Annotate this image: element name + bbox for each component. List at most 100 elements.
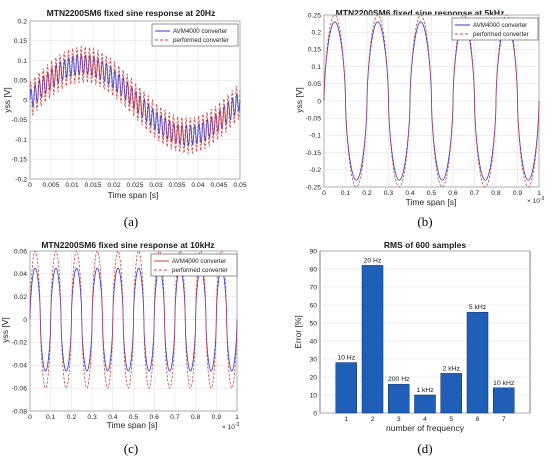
chart-d-bar-label: 5 kHz bbox=[469, 304, 487, 311]
chart-d-y-tick-label: 10 bbox=[309, 392, 317, 399]
chart-d-x-tick-label: 6 bbox=[476, 416, 480, 423]
chart-c-x-tick-label: 0.6 bbox=[149, 414, 159, 421]
chart-b-caption: (b) bbox=[417, 214, 432, 229]
chart-d-title: RMS of 600 samples bbox=[384, 240, 466, 250]
chart-d-bar-label: 200 Hz bbox=[388, 376, 410, 383]
chart-d-bars: 10 Hz 20 Hz 200 Hz 1 kHz 2 kHz 5 kHz 10 kHz bbox=[335, 257, 515, 414]
chart-c-y-tick-label: -0.04 bbox=[12, 363, 28, 370]
chart-a-x-tick-label: 0.03 bbox=[149, 182, 162, 189]
chart-a-x-tick-label: 0.04 bbox=[191, 182, 204, 189]
chart-d-x-tick-label: 5 bbox=[449, 416, 453, 423]
chart-c-x-tick-label: 0.1 bbox=[46, 414, 56, 421]
chart-c-x-tick-label: 0.8 bbox=[191, 414, 201, 421]
chart-c-x-tick-label: 0.9 bbox=[212, 414, 222, 421]
chart-b-legend-1: performed converter bbox=[473, 31, 529, 38]
chart-c-x-tick-label: 0.4 bbox=[108, 414, 118, 421]
chart-a: MTN2200SM6 fixed sine response at 20Hz -… bbox=[2, 8, 247, 229]
chart-c-y-tick-label: 0.02 bbox=[14, 294, 27, 301]
chart-c-caption: (c) bbox=[124, 441, 138, 456]
chart-a-y-tick-label: -0.05 bbox=[12, 117, 28, 124]
chart-a-y-tick-label: 0.2 bbox=[18, 18, 28, 25]
chart-b-y-tick-label: -0.05 bbox=[306, 116, 322, 123]
chart-c-ylabel: yss [V] bbox=[0, 317, 10, 343]
chart-a-y-tick-label: -0.1 bbox=[15, 137, 27, 144]
chart-b-x-tick-label: 0.6 bbox=[448, 190, 458, 197]
chart-d-bar-5 bbox=[440, 373, 462, 414]
chart-c-y-tick-label: 0 bbox=[23, 317, 27, 324]
chart-c-title: MTN2200SM6 fixed sine response at 10kHz bbox=[41, 240, 214, 250]
chart-d-caption: (d) bbox=[417, 441, 432, 456]
chart-d-bar-3 bbox=[388, 383, 410, 414]
chart-b-y-tick-label: 0 bbox=[317, 98, 321, 105]
chart-c-y-tick-label: -0.02 bbox=[12, 340, 28, 347]
chart-b-y-tick-label: 0.1 bbox=[312, 64, 322, 71]
chart-c-xlabel: Time span [s] bbox=[107, 420, 158, 430]
chart-c-legend-1: performed converter bbox=[172, 267, 228, 274]
chart-d-y-tick-label: 90 bbox=[309, 248, 317, 255]
chart-a-caption: (a) bbox=[124, 214, 138, 229]
chart-b-x-tick-label: 0.1 bbox=[341, 190, 351, 197]
chart-c-x-multiplier: × 10-3 bbox=[222, 422, 240, 431]
chart-b-y-tick-label: 0.05 bbox=[308, 81, 321, 88]
chart-d-bar-6 bbox=[466, 311, 489, 414]
chart-b-y-tick-label: -0.15 bbox=[306, 150, 322, 157]
chart-d-x-tick-label: 1 bbox=[344, 416, 348, 423]
chart-a-y-tick-label: 0.05 bbox=[14, 78, 27, 85]
chart-a-x-tick-label: 0.01 bbox=[65, 182, 78, 189]
chart-c-y-tick-label: 0.06 bbox=[14, 248, 27, 255]
chart-d-xlabel: number of frequency bbox=[386, 423, 465, 433]
chart-d-bar-7 bbox=[493, 387, 515, 414]
chart-d-bar-2 bbox=[361, 265, 384, 414]
chart-a-series bbox=[29, 45, 241, 155]
chart-b-y-tick-label: -0.25 bbox=[306, 184, 322, 191]
chart-b-legend-0: AVM4000 converter bbox=[473, 22, 527, 29]
chart-c-y-tick-label: -0.08 bbox=[12, 408, 28, 415]
chart-b-y-tick-label: -0.2 bbox=[309, 167, 321, 174]
chart-a-ylabel: yss [V] bbox=[2, 87, 12, 113]
chart-d-y-ticks: 0 10 20 30 40 50 60 70 80 90 bbox=[309, 248, 317, 417]
chart-b-x-tick-label: 0.7 bbox=[470, 190, 480, 197]
chart-c-x-tick-label: 1 bbox=[235, 414, 239, 421]
chart-a-xlabel: Time span [s] bbox=[108, 190, 159, 200]
chart-b-x-multiplier: × 10-3 bbox=[527, 196, 545, 205]
chart-d-bar-label: 1 kHz bbox=[416, 387, 434, 394]
chart-d-ylabel: Error [%] bbox=[293, 315, 303, 349]
chart-a-x-tick-label: 0.025 bbox=[126, 182, 143, 189]
chart-a-y-tick-label: 0.15 bbox=[14, 38, 27, 45]
chart-a-x-ticks: 0 0.005 0.01 0.015 0.02 0.025 0.03 0.035 0.04 0.0… bbox=[28, 182, 247, 189]
chart-b-x-tick-label: 0.3 bbox=[384, 190, 394, 197]
chart-b-x-tick-label: 0.9 bbox=[513, 190, 523, 197]
chart-b-y-tick-label: -0.1 bbox=[309, 133, 321, 140]
chart-d-y-tick-label: 0 bbox=[313, 410, 317, 417]
chart-b-x-tick-label: 0.8 bbox=[491, 190, 501, 197]
chart-a-x-tick-label: 0.035 bbox=[168, 182, 185, 189]
chart-d-bar-label: 2 kHz bbox=[443, 365, 461, 372]
chart-b-y-tick-label: 0.2 bbox=[312, 30, 322, 37]
chart-c: MTN2200SM6 fixed sine response at 10kHz … bbox=[0, 240, 240, 456]
chart-c-x-tick-label: 0.7 bbox=[170, 414, 180, 421]
chart-c-y-tick-label: 0.04 bbox=[14, 271, 27, 278]
chart-d-x-tick-label: 7 bbox=[502, 416, 506, 423]
chart-a-x-tick-label: 0 bbox=[28, 182, 32, 189]
chart-d-x-tick-label: 2 bbox=[371, 416, 375, 423]
chart-d-y-tick-label: 40 bbox=[309, 338, 317, 345]
chart-d-bar-label: 10 kHz bbox=[493, 380, 515, 387]
chart-a-legend-1: performed converter bbox=[173, 37, 229, 44]
chart-d-x-ticks: 1 2 3 4 5 6 7 bbox=[344, 416, 506, 423]
chart-b-legend: AVM4000 converter performed converter bbox=[451, 17, 539, 41]
chart-d-y-tick-label: 80 bbox=[309, 266, 317, 273]
chart-a-x-tick-label: 0.015 bbox=[84, 182, 101, 189]
chart-d-x-tick-label: 3 bbox=[397, 416, 401, 423]
chart-a-title: MTN2200SM6 fixed sine response at 20Hz bbox=[47, 8, 216, 18]
chart-b-x-tick-label: 0.2 bbox=[362, 190, 372, 197]
chart-c-legend-0: AVM4000 converter bbox=[172, 258, 226, 265]
chart-c-y-ticks: -0.08 -0.06 -0.04 -0.02 0 0.02 0.04 0.06 bbox=[12, 248, 28, 415]
chart-b-x-tick-label: 0.4 bbox=[405, 190, 415, 197]
chart-a-y-ticks: -0.2 -0.15 -0.1 -0.05 0 0.05 0.1 0.15 0.2 bbox=[12, 18, 28, 183]
chart-c-x-tick-label: 0.3 bbox=[87, 414, 97, 421]
chart-b-title: MTN2200SM6 fixed sine response at 5kHz bbox=[336, 8, 505, 18]
chart-b-y-tick-label: 0.25 bbox=[308, 12, 321, 19]
chart-a-x-tick-label: 0.05 bbox=[233, 182, 246, 189]
chart-a-x-tick-label: 0.005 bbox=[42, 182, 59, 189]
